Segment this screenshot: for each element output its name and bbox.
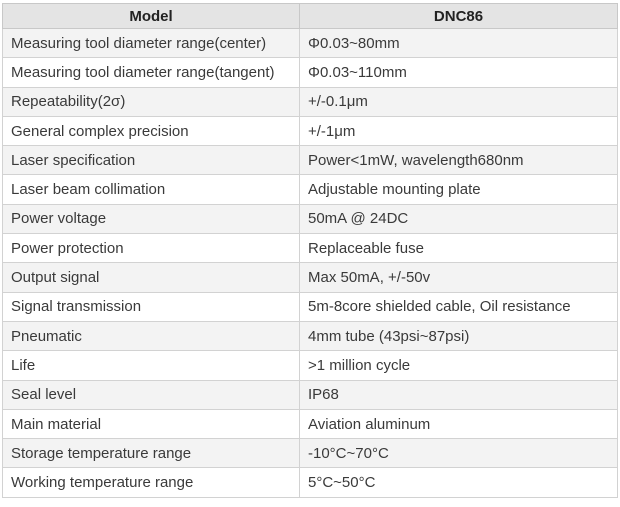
table-row: Pneumatic 4mm tube (43psi~87psi) — [2, 320, 618, 352]
spec-value: 4mm tube (43psi~87psi) — [299, 320, 618, 352]
table-row: Laser specification Power<1mW, wavelength… — [2, 145, 618, 176]
header-row: Model DNC86 — [2, 3, 618, 29]
table-row: General complex precision +/-1μm — [2, 115, 618, 147]
table-row: Storage temperature range -10°C~70°C — [2, 438, 618, 469]
spec-value: +/-0.1μm — [299, 86, 618, 117]
spec-value: IP68 — [299, 379, 618, 410]
table-row: Laser beam collimation Adjustable mountin… — [2, 174, 618, 205]
spec-label: Power voltage — [2, 203, 300, 235]
spec-label: Measuring tool diameter range(tangent) — [2, 57, 300, 88]
spec-label: Repeatability(2σ) — [2, 86, 300, 117]
spec-value: 50mA @ 24DC — [299, 203, 618, 235]
spec-label: Working temperature range — [2, 467, 300, 498]
spec-value: -10°C~70°C — [299, 438, 618, 469]
spec-value: Max 50mA, +/-50v — [299, 262, 618, 293]
spec-label: Output signal — [2, 262, 300, 293]
spec-label: Signal transmission — [2, 291, 300, 322]
table-row: Measuring tool diameter range(center) Φ0.… — [2, 27, 618, 59]
table-row: Repeatability(2σ) +/-0.1μm — [2, 86, 618, 117]
header-dnc86: DNC86 — [299, 3, 618, 29]
spec-value: +/-1μm — [299, 115, 618, 147]
spec-value: >1 million cycle — [299, 350, 618, 381]
spec-value: Φ0.03~80mm — [299, 27, 618, 59]
table-row: Signal transmission 5m-8core shielded cab… — [2, 291, 618, 322]
spec-value: Replaceable fuse — [299, 233, 618, 264]
spec-table: Model DNC86 Measuring tool diameter rang… — [2, 3, 618, 498]
spec-label: Main material — [2, 408, 300, 440]
spec-value: 5°C~50°C — [299, 467, 618, 498]
table-row: Measuring tool diameter range(tangent) Φ0… — [2, 57, 618, 88]
spec-value: Adjustable mounting plate — [299, 174, 618, 205]
spec-label: Measuring tool diameter range(center) — [2, 27, 300, 59]
table-row: Main material Aviation aluminum — [2, 408, 618, 440]
spec-body: Measuring tool diameter range(center) Φ0.… — [2, 27, 618, 498]
table-row: Power protection Replaceable fuse — [2, 233, 618, 264]
spec-label: Storage temperature range — [2, 438, 300, 469]
spec-label: Laser specification — [2, 145, 300, 176]
spec-label: Life — [2, 350, 300, 381]
table-row: Working temperature range 5°C~50°C — [2, 467, 618, 498]
spec-label: Power protection — [2, 233, 300, 264]
spec-value: Φ0.03~110mm — [299, 57, 618, 88]
spec-value: 5m-8core shielded cable, Oil resistance — [299, 291, 618, 322]
header-model: Model — [2, 3, 300, 29]
table-row: Power voltage 50mA @ 24DC — [2, 203, 618, 235]
spec-label: Seal level — [2, 379, 300, 410]
spec-label: Pneumatic — [2, 320, 300, 352]
spec-label: General complex precision — [2, 115, 300, 147]
spec-value: Power<1mW, wavelength680nm — [299, 145, 618, 176]
table-row: Life >1 million cycle — [2, 350, 618, 381]
table-row: Seal level IP68 — [2, 379, 618, 410]
spec-value: Aviation aluminum — [299, 408, 618, 440]
table-row: Output signal Max 50mA, +/-50v — [2, 262, 618, 293]
spec-label: Laser beam collimation — [2, 174, 300, 205]
